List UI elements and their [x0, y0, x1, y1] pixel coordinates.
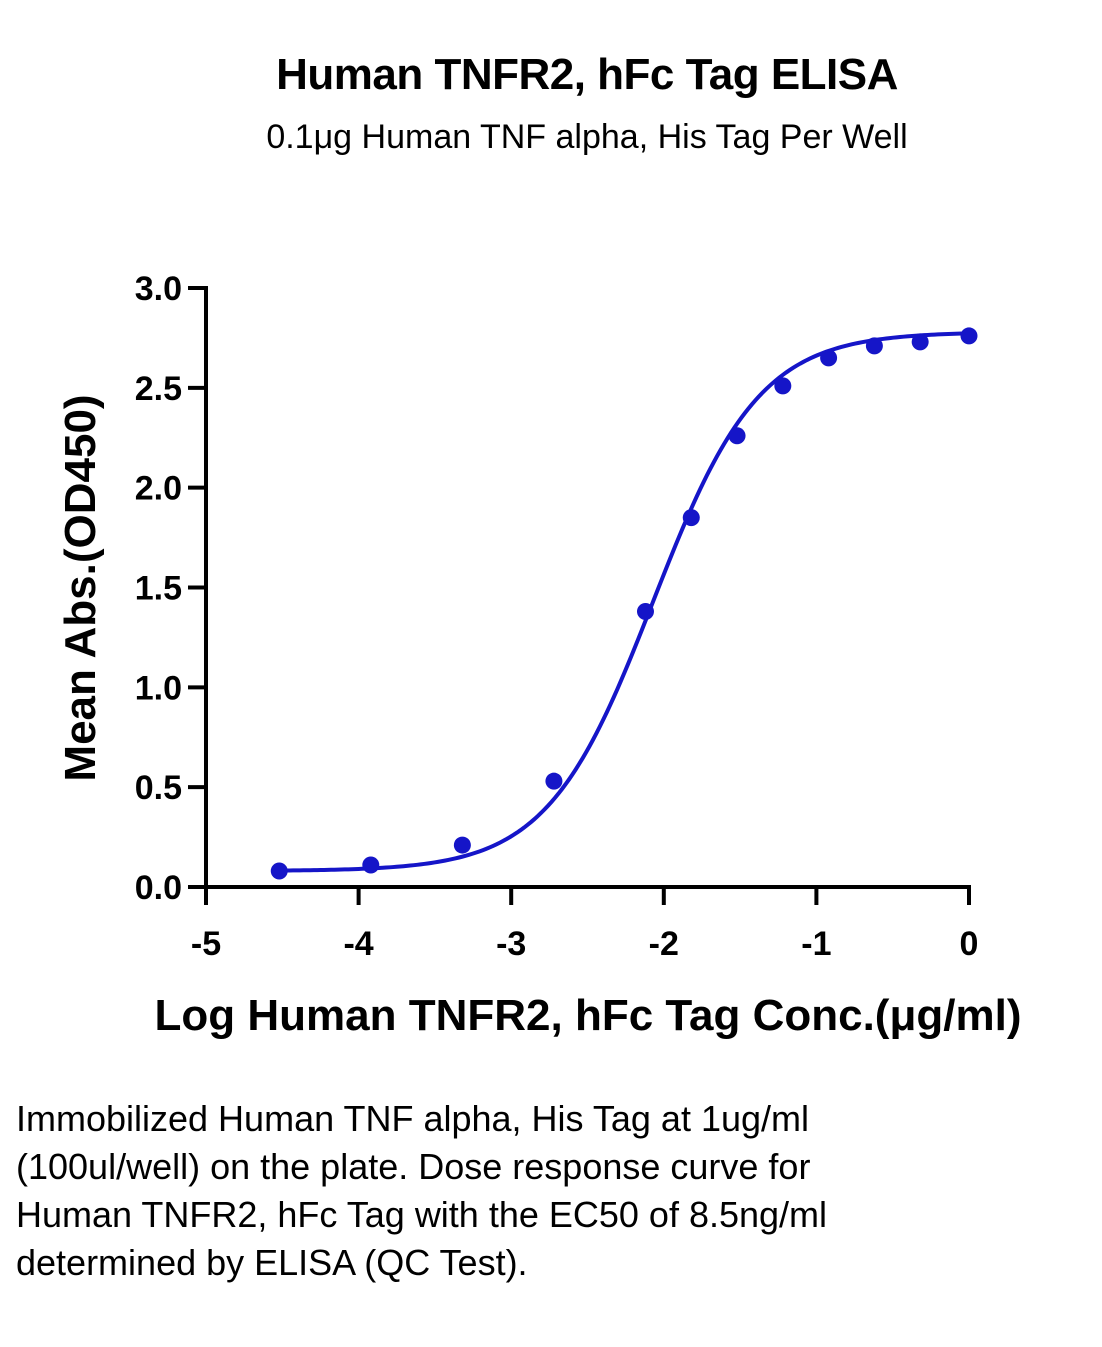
- x-axis-title: Log Human TNFR2, hFc Tag Conc.(μg/ml): [155, 991, 1022, 1040]
- x-tick-label: -4: [343, 925, 373, 963]
- chart-subtitle: 0.1μg Human TNF alpha, His Tag Per Well: [266, 118, 908, 156]
- figure-caption: Immobilized Human TNF alpha, His Tag at …: [16, 1098, 828, 1283]
- y-tick-label: 0.0: [135, 869, 182, 907]
- chart-title: Human TNFR2, hFc Tag ELISA: [276, 50, 898, 99]
- data-point: [636, 602, 654, 620]
- y-axis: 0.0 0.5 1.0 1.5 2.0 2.5 3.0: [135, 270, 208, 907]
- data-point: [545, 772, 563, 790]
- y-tick-label: 1.5: [135, 570, 182, 608]
- y-tick-label: 2.0: [135, 470, 182, 508]
- data-point: [865, 337, 883, 355]
- data-point: [774, 377, 792, 395]
- y-tick-label: 2.5: [135, 370, 182, 408]
- x-tick-label: -3: [496, 925, 526, 963]
- data-point: [362, 856, 380, 874]
- fit-curve: [279, 331, 970, 873]
- elisa-chart: 0.0 0.5 1.0 1.5 2.0 2.5 3.0 -5 -4 -3 -2 -1 0 Log Hu…: [56, 270, 1022, 1040]
- data-point: [911, 333, 929, 351]
- y-axis-title: Mean Abs.(OD450): [56, 394, 105, 781]
- data-point: [270, 862, 288, 880]
- y-tick-label: 1.0: [135, 669, 182, 707]
- x-tick-label: -1: [801, 925, 831, 963]
- data-point: [820, 349, 838, 367]
- y-tick-label: 0.5: [135, 769, 182, 807]
- data-points-layer: [270, 327, 978, 880]
- x-axis: -5 -4 -3 -2 -1 0: [191, 885, 979, 963]
- y-tick-label: 3.0: [135, 270, 182, 308]
- data-point: [682, 509, 700, 527]
- x-tick-label: 0: [960, 925, 979, 963]
- data-point: [960, 327, 978, 345]
- x-tick-label: -5: [191, 925, 221, 963]
- data-point: [728, 427, 746, 445]
- fit-curve-layer: [279, 331, 970, 873]
- data-point: [453, 836, 471, 854]
- x-tick-label: -2: [649, 925, 679, 963]
